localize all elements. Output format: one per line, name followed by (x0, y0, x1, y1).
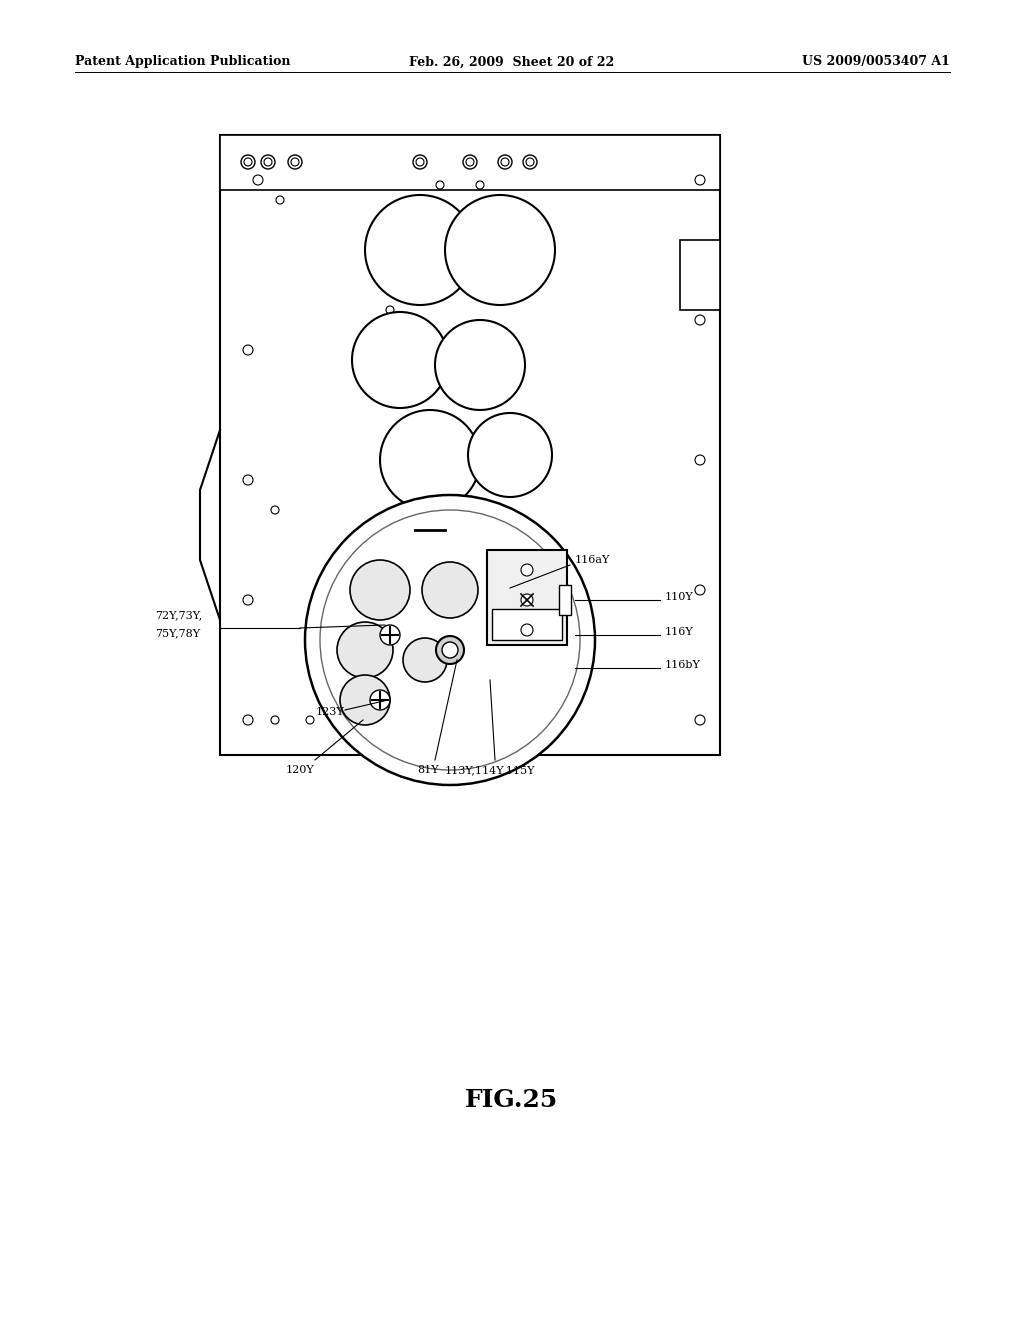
Circle shape (436, 521, 454, 539)
Circle shape (403, 638, 447, 682)
Text: 123Y: 123Y (315, 708, 344, 717)
Circle shape (468, 413, 552, 498)
Circle shape (436, 181, 444, 189)
Circle shape (695, 585, 705, 595)
Circle shape (350, 560, 410, 620)
Text: 113Y,114Y,115Y: 113Y,114Y,115Y (444, 766, 536, 775)
Circle shape (380, 624, 400, 645)
Circle shape (695, 315, 705, 325)
Circle shape (243, 595, 253, 605)
Circle shape (466, 158, 474, 166)
Circle shape (442, 642, 458, 657)
Circle shape (337, 622, 393, 678)
Circle shape (241, 154, 255, 169)
Bar (559, 585, 571, 615)
Circle shape (253, 176, 263, 185)
Text: 116bY: 116bY (665, 660, 700, 671)
Bar (220, 135, 720, 190)
Circle shape (288, 154, 302, 169)
Text: Patent Application Publication: Patent Application Publication (75, 55, 291, 69)
Text: 116Y: 116Y (665, 627, 693, 638)
Text: 116aY: 116aY (575, 554, 610, 565)
Circle shape (271, 715, 279, 723)
Circle shape (501, 158, 509, 166)
Circle shape (695, 176, 705, 185)
Circle shape (380, 411, 480, 510)
Circle shape (445, 195, 555, 305)
Circle shape (243, 345, 253, 355)
Circle shape (370, 690, 390, 710)
Bar (220, 135, 720, 755)
Text: 75Y,78Y: 75Y,78Y (155, 628, 200, 638)
Circle shape (340, 675, 390, 725)
Circle shape (244, 158, 252, 166)
Circle shape (306, 715, 314, 723)
Text: 72Y,73Y,: 72Y,73Y, (155, 610, 203, 620)
Circle shape (365, 195, 475, 305)
Circle shape (271, 506, 279, 513)
Circle shape (476, 181, 484, 189)
Circle shape (436, 636, 464, 664)
Bar (680, 240, 720, 310)
Circle shape (521, 594, 534, 606)
Circle shape (488, 573, 532, 616)
Circle shape (695, 455, 705, 465)
Text: US 2009/0053407 A1: US 2009/0053407 A1 (802, 55, 950, 69)
Text: 110Y: 110Y (665, 591, 693, 602)
Circle shape (435, 319, 525, 411)
Circle shape (416, 158, 424, 166)
Circle shape (352, 312, 449, 408)
Circle shape (406, 521, 424, 539)
Bar (487, 550, 567, 645)
Circle shape (264, 158, 272, 166)
Text: 120Y: 120Y (286, 766, 314, 775)
Text: FIG.25: FIG.25 (465, 1088, 559, 1111)
Circle shape (463, 154, 477, 169)
Circle shape (523, 154, 537, 169)
Text: 81Y: 81Y (417, 766, 439, 775)
Circle shape (695, 715, 705, 725)
Circle shape (261, 154, 275, 169)
Circle shape (521, 624, 534, 636)
Circle shape (243, 715, 253, 725)
Circle shape (305, 495, 595, 785)
Circle shape (498, 154, 512, 169)
Circle shape (386, 306, 394, 314)
Circle shape (526, 158, 534, 166)
Text: Feb. 26, 2009  Sheet 20 of 22: Feb. 26, 2009 Sheet 20 of 22 (410, 55, 614, 69)
Bar (492, 609, 562, 640)
Circle shape (413, 154, 427, 169)
Circle shape (243, 475, 253, 484)
Circle shape (291, 158, 299, 166)
Circle shape (521, 564, 534, 576)
Circle shape (276, 195, 284, 205)
Circle shape (422, 562, 478, 618)
Circle shape (319, 510, 580, 770)
